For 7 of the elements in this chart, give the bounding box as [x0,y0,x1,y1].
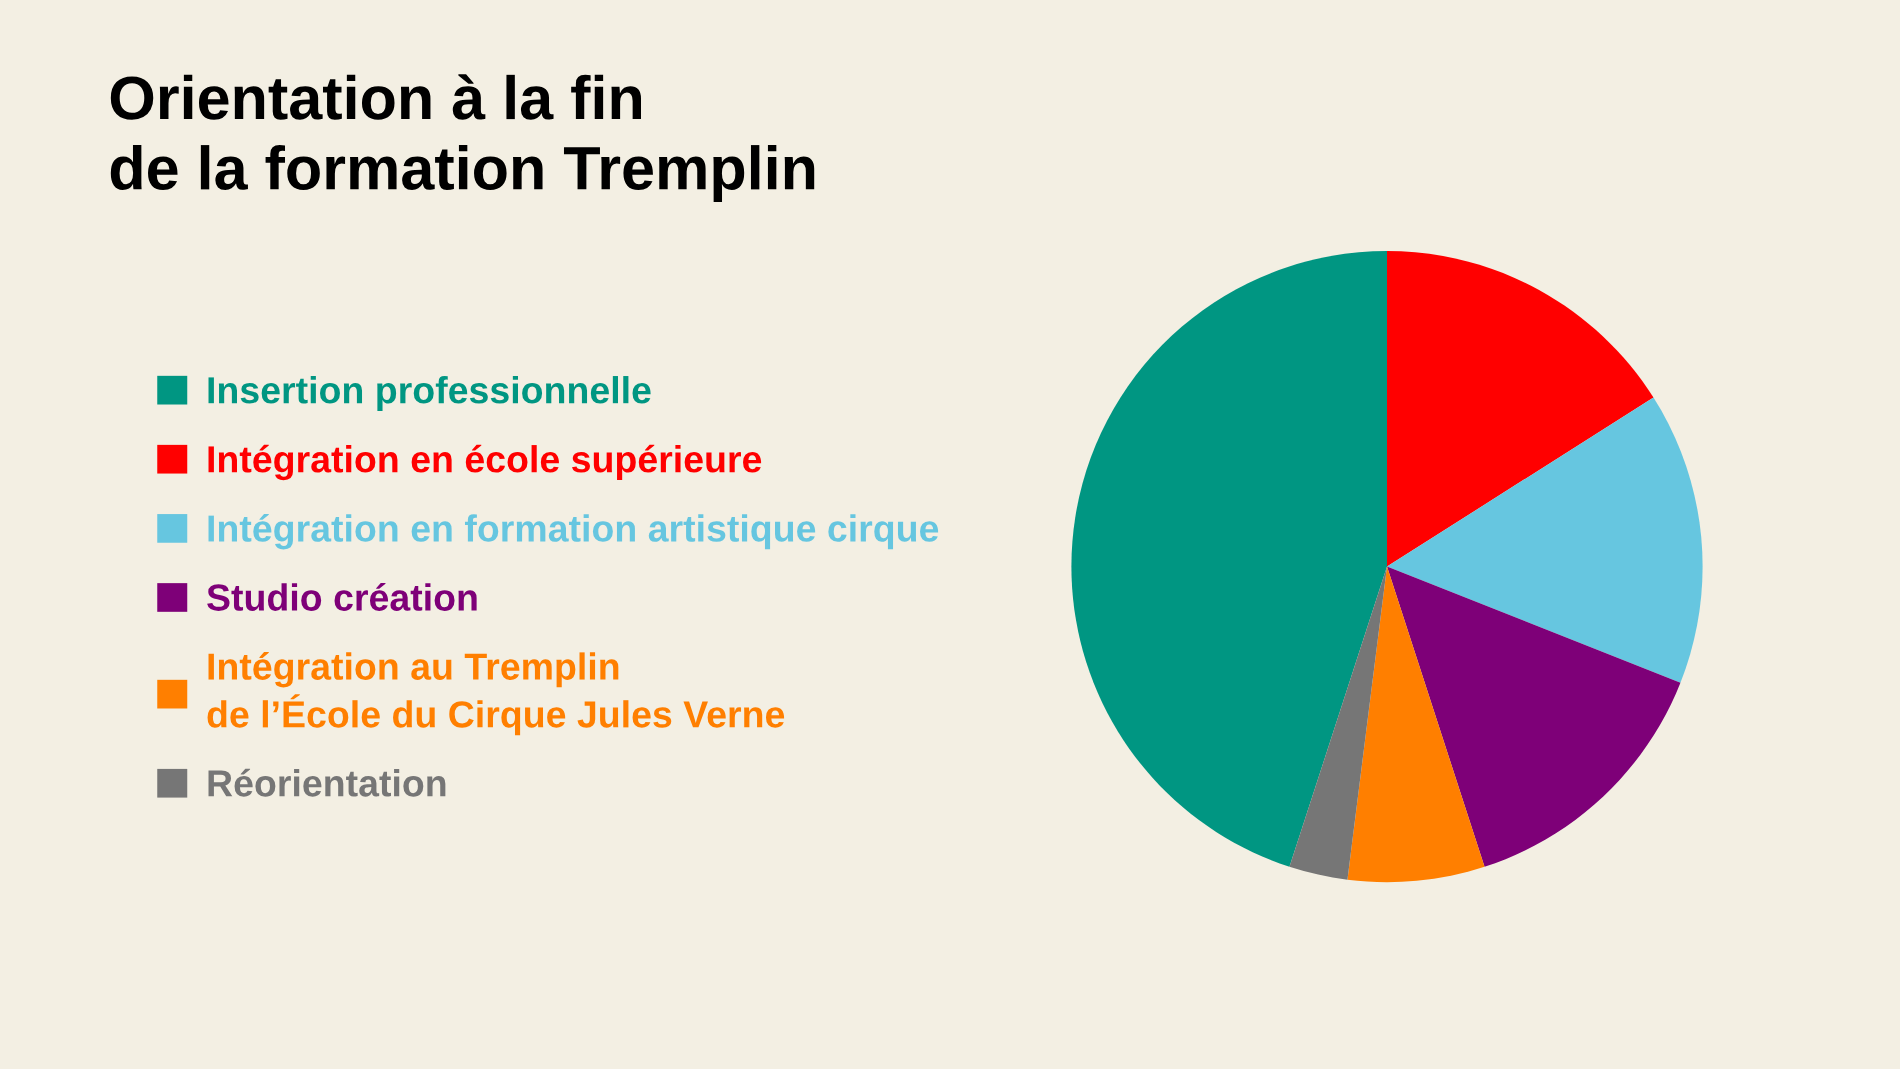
legend-label: Intégration en formation artistique cirque [208,513,939,550]
legend-label: Insertion professionnelle [208,376,651,411]
legend-label: Studio création [207,583,477,611]
legend-label: Intégration en école supérieure [208,444,762,481]
chart-title: Orientation à la fin de la formation Tremplin [110,74,815,203]
legend-label: Réorientation [208,768,446,797]
legend-label: Intégration au Tremplin de l’École du Cirque Jules Verne [207,652,785,736]
